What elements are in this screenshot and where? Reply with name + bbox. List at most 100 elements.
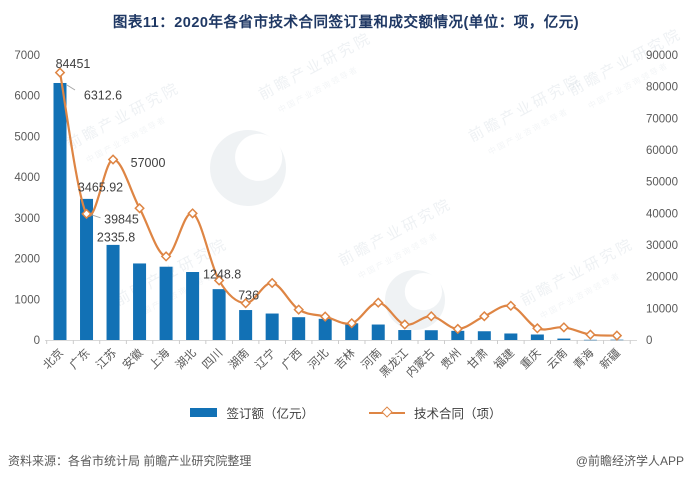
left-axis-tick-label: 3000 <box>14 213 40 225</box>
x-axis-label-贵州: 贵州 <box>438 346 463 371</box>
data-label-57000: 57000 <box>131 156 166 170</box>
marker-重庆 <box>532 323 543 334</box>
x-axis-label-新疆: 新疆 <box>597 345 624 372</box>
legend-label-signed-amount: 签订额（亿元） <box>226 407 314 421</box>
bar-黑龙江 <box>398 330 412 340</box>
left-axis-tick-label: 0 <box>34 335 40 347</box>
bar-内蒙古 <box>424 330 438 340</box>
x-axis-label-湖北: 湖北 <box>173 345 200 372</box>
marker-新疆 <box>611 330 623 341</box>
legend-item-signed-amount: 签订额（亿元） <box>190 403 314 422</box>
bar-江苏 <box>106 244 120 340</box>
marker-安徽 <box>134 203 145 214</box>
right-axis-tick-label: 90000 <box>646 50 678 62</box>
marker-青海 <box>585 329 596 340</box>
right-axis-tick-label: 0 <box>646 335 652 347</box>
x-axis-label-黑龙江: 黑龙江 <box>377 346 411 380</box>
x-axis-label-青海: 青海 <box>570 345 597 372</box>
left-axis-tick-label: 4000 <box>14 172 40 184</box>
x-axis-label-福建: 福建 <box>491 345 518 372</box>
annotation-leader-line <box>66 84 76 91</box>
right-axis-tick-label: 30000 <box>646 240 678 252</box>
bar-青海 <box>583 339 597 341</box>
marker-北京 <box>54 67 66 78</box>
bar-四川 <box>212 289 226 340</box>
chart-title: 图表11：2020年各省市技术合同签订量和成交额情况(单位：项，亿元) <box>112 15 580 31</box>
left-axis-tick-label: 7000 <box>14 50 40 62</box>
x-axis-label-江苏: 江苏 <box>94 346 119 371</box>
data-label-2335.8: 2335.8 <box>97 230 135 244</box>
x-axis-label-上海: 上海 <box>146 345 173 372</box>
legend-label-contracts: 技术合同（项） <box>414 407 502 421</box>
bar-云南 <box>557 338 571 340</box>
marker-河北 <box>319 311 331 322</box>
bar-北京 <box>53 82 67 340</box>
credit-note: @前瞻经济学人APP <box>575 454 684 468</box>
right-axis-tick-label: 80000 <box>646 82 678 94</box>
line-series-swatch-icon <box>369 406 405 418</box>
left-axis-tick-label: 2000 <box>14 254 40 266</box>
right-axis-tick-label: 20000 <box>646 272 678 284</box>
diamond-marker-icon <box>381 406 393 418</box>
marker-内蒙古 <box>426 310 437 322</box>
bar-安徽 <box>133 263 147 340</box>
data-label-39845: 39845 <box>104 212 139 226</box>
x-axis-label-广东: 广东 <box>67 346 92 371</box>
source-note: 资料来源：各省市统计局 前瞻产业研究院整理 <box>8 454 252 468</box>
right-axis-tick-label: 50000 <box>646 177 678 189</box>
marker-辽宁 <box>266 277 278 289</box>
marker-广东 <box>81 208 92 220</box>
left-axis-tick-label: 1000 <box>14 294 40 306</box>
bar-上海 <box>159 266 173 340</box>
data-label-736: 736 <box>238 289 259 303</box>
bar-河南 <box>371 324 385 340</box>
bar-广东 <box>80 198 94 340</box>
marker-湖北 <box>187 208 198 219</box>
x-axis-label-云南: 云南 <box>544 346 570 372</box>
x-axis-label-甘肃: 甘肃 <box>465 346 490 371</box>
right-axis-tick-label: 40000 <box>646 208 678 220</box>
marker-广西 <box>293 304 304 315</box>
left-axis-tick-label: 6000 <box>14 91 40 103</box>
x-axis-label-重庆: 重庆 <box>517 345 544 372</box>
right-axis-tick-label: 70000 <box>646 113 678 125</box>
right-axis-tick-label: 60000 <box>646 145 678 157</box>
bar-湖北 <box>186 272 200 340</box>
bar-河北 <box>318 318 332 340</box>
marker-上海 <box>160 251 172 262</box>
data-label-1248.8: 1248.8 <box>203 268 241 282</box>
x-axis-label-辽宁: 辽宁 <box>252 346 278 372</box>
left-axis-tick-label: 5000 <box>14 131 40 143</box>
marker-吉林 <box>346 317 357 329</box>
chart-footer: 资料来源：各省市统计局 前瞻产业研究院整理 @前瞻经济学人APP <box>8 452 684 469</box>
bar-辽宁 <box>265 313 279 340</box>
bar-重庆 <box>530 334 544 340</box>
bar-甘肃 <box>477 331 491 340</box>
marker-黑龙江 <box>399 319 411 330</box>
x-axis-label-广西: 广西 <box>279 346 304 371</box>
right-axis-tick-label: 10000 <box>646 303 678 315</box>
data-label-84451: 84451 <box>56 57 91 71</box>
x-axis-label-四川: 四川 <box>200 346 225 371</box>
marker-四川 <box>213 275 225 286</box>
x-axis-label-内蒙古: 内蒙古 <box>403 346 437 380</box>
x-axis-label-河北: 河北 <box>306 346 332 372</box>
legend-item-contracts: 技术合同（项） <box>369 403 502 422</box>
data-label-6312.6: 6312.6 <box>84 88 122 102</box>
x-axis-label-北京: 北京 <box>40 346 66 372</box>
bar-湖南 <box>239 310 253 340</box>
bar-series-swatch-icon <box>190 408 218 417</box>
watermark-logo-icon <box>385 270 445 330</box>
marker-贵州 <box>452 323 464 335</box>
marker-湖南 <box>240 298 251 309</box>
marker-江苏 <box>107 154 119 165</box>
marker-福建 <box>505 300 517 312</box>
chart-legend: 签订额（亿元） 技术合同（项） <box>0 403 692 422</box>
x-axis-label-湖南: 湖南 <box>226 346 252 372</box>
watermark-logo-icon <box>210 130 286 206</box>
data-label-3465.92: 3465.92 <box>78 180 123 194</box>
bar-吉林 <box>345 323 359 340</box>
marker-甘肃 <box>479 310 490 322</box>
